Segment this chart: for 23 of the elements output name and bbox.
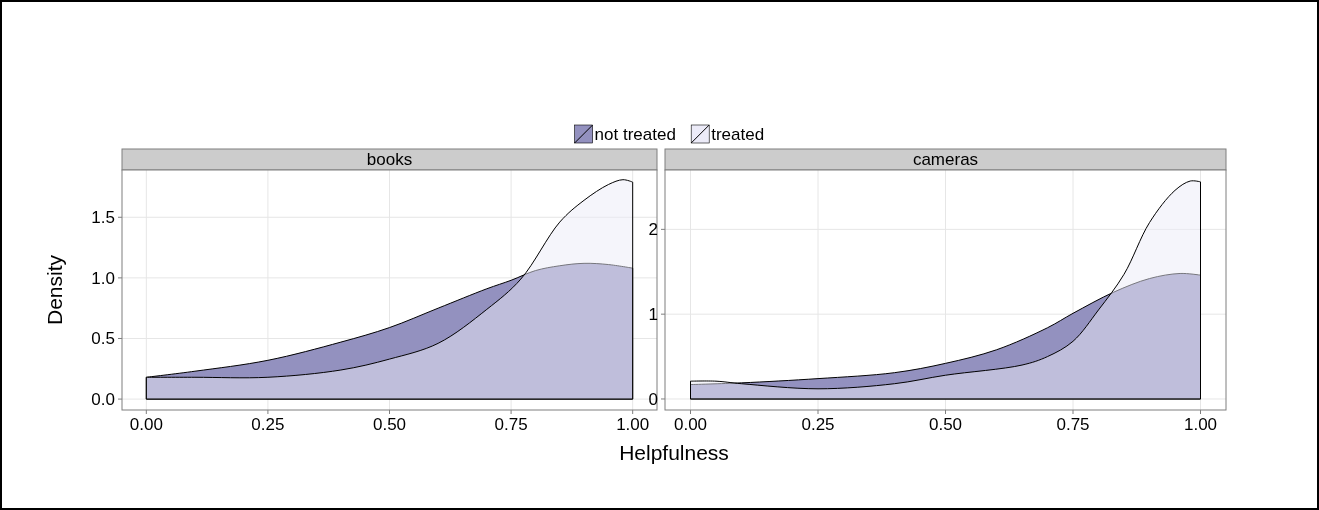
x-tick-label: 0.75	[494, 415, 528, 434]
chart-title: books	[366, 150, 413, 169]
y-tick-label: 0.5	[91, 329, 115, 349]
x-tick-label: 0.25	[251, 415, 285, 434]
y-tick-label: 2	[648, 220, 658, 240]
y-tick-label: 1	[648, 305, 658, 325]
x-tick-label: 1.00	[1183, 415, 1218, 434]
y-tick-label: 0.0	[91, 390, 115, 410]
legend-label: treated	[711, 125, 765, 144]
x-tick-label: 0.25	[801, 415, 835, 434]
y-tick-label: 1.0	[91, 268, 115, 288]
x-tick-label: 0.00	[673, 415, 708, 434]
y-tick-label: 1.5	[91, 208, 115, 228]
x-axis-title: Helpfulness	[619, 441, 729, 464]
x-tick-label: 0.50	[372, 415, 407, 434]
x-tick-label: 1.00	[616, 415, 650, 434]
y-axis-title: Density	[43, 254, 66, 326]
x-tick-label: 0.00	[129, 415, 163, 434]
y-tick-label: 0	[648, 389, 658, 409]
x-tick-label: 0.50	[928, 415, 963, 434]
x-tick-label: 0.75	[1056, 415, 1090, 434]
legend-label: not treated	[594, 125, 676, 144]
chart-title: cameras	[912, 150, 979, 169]
